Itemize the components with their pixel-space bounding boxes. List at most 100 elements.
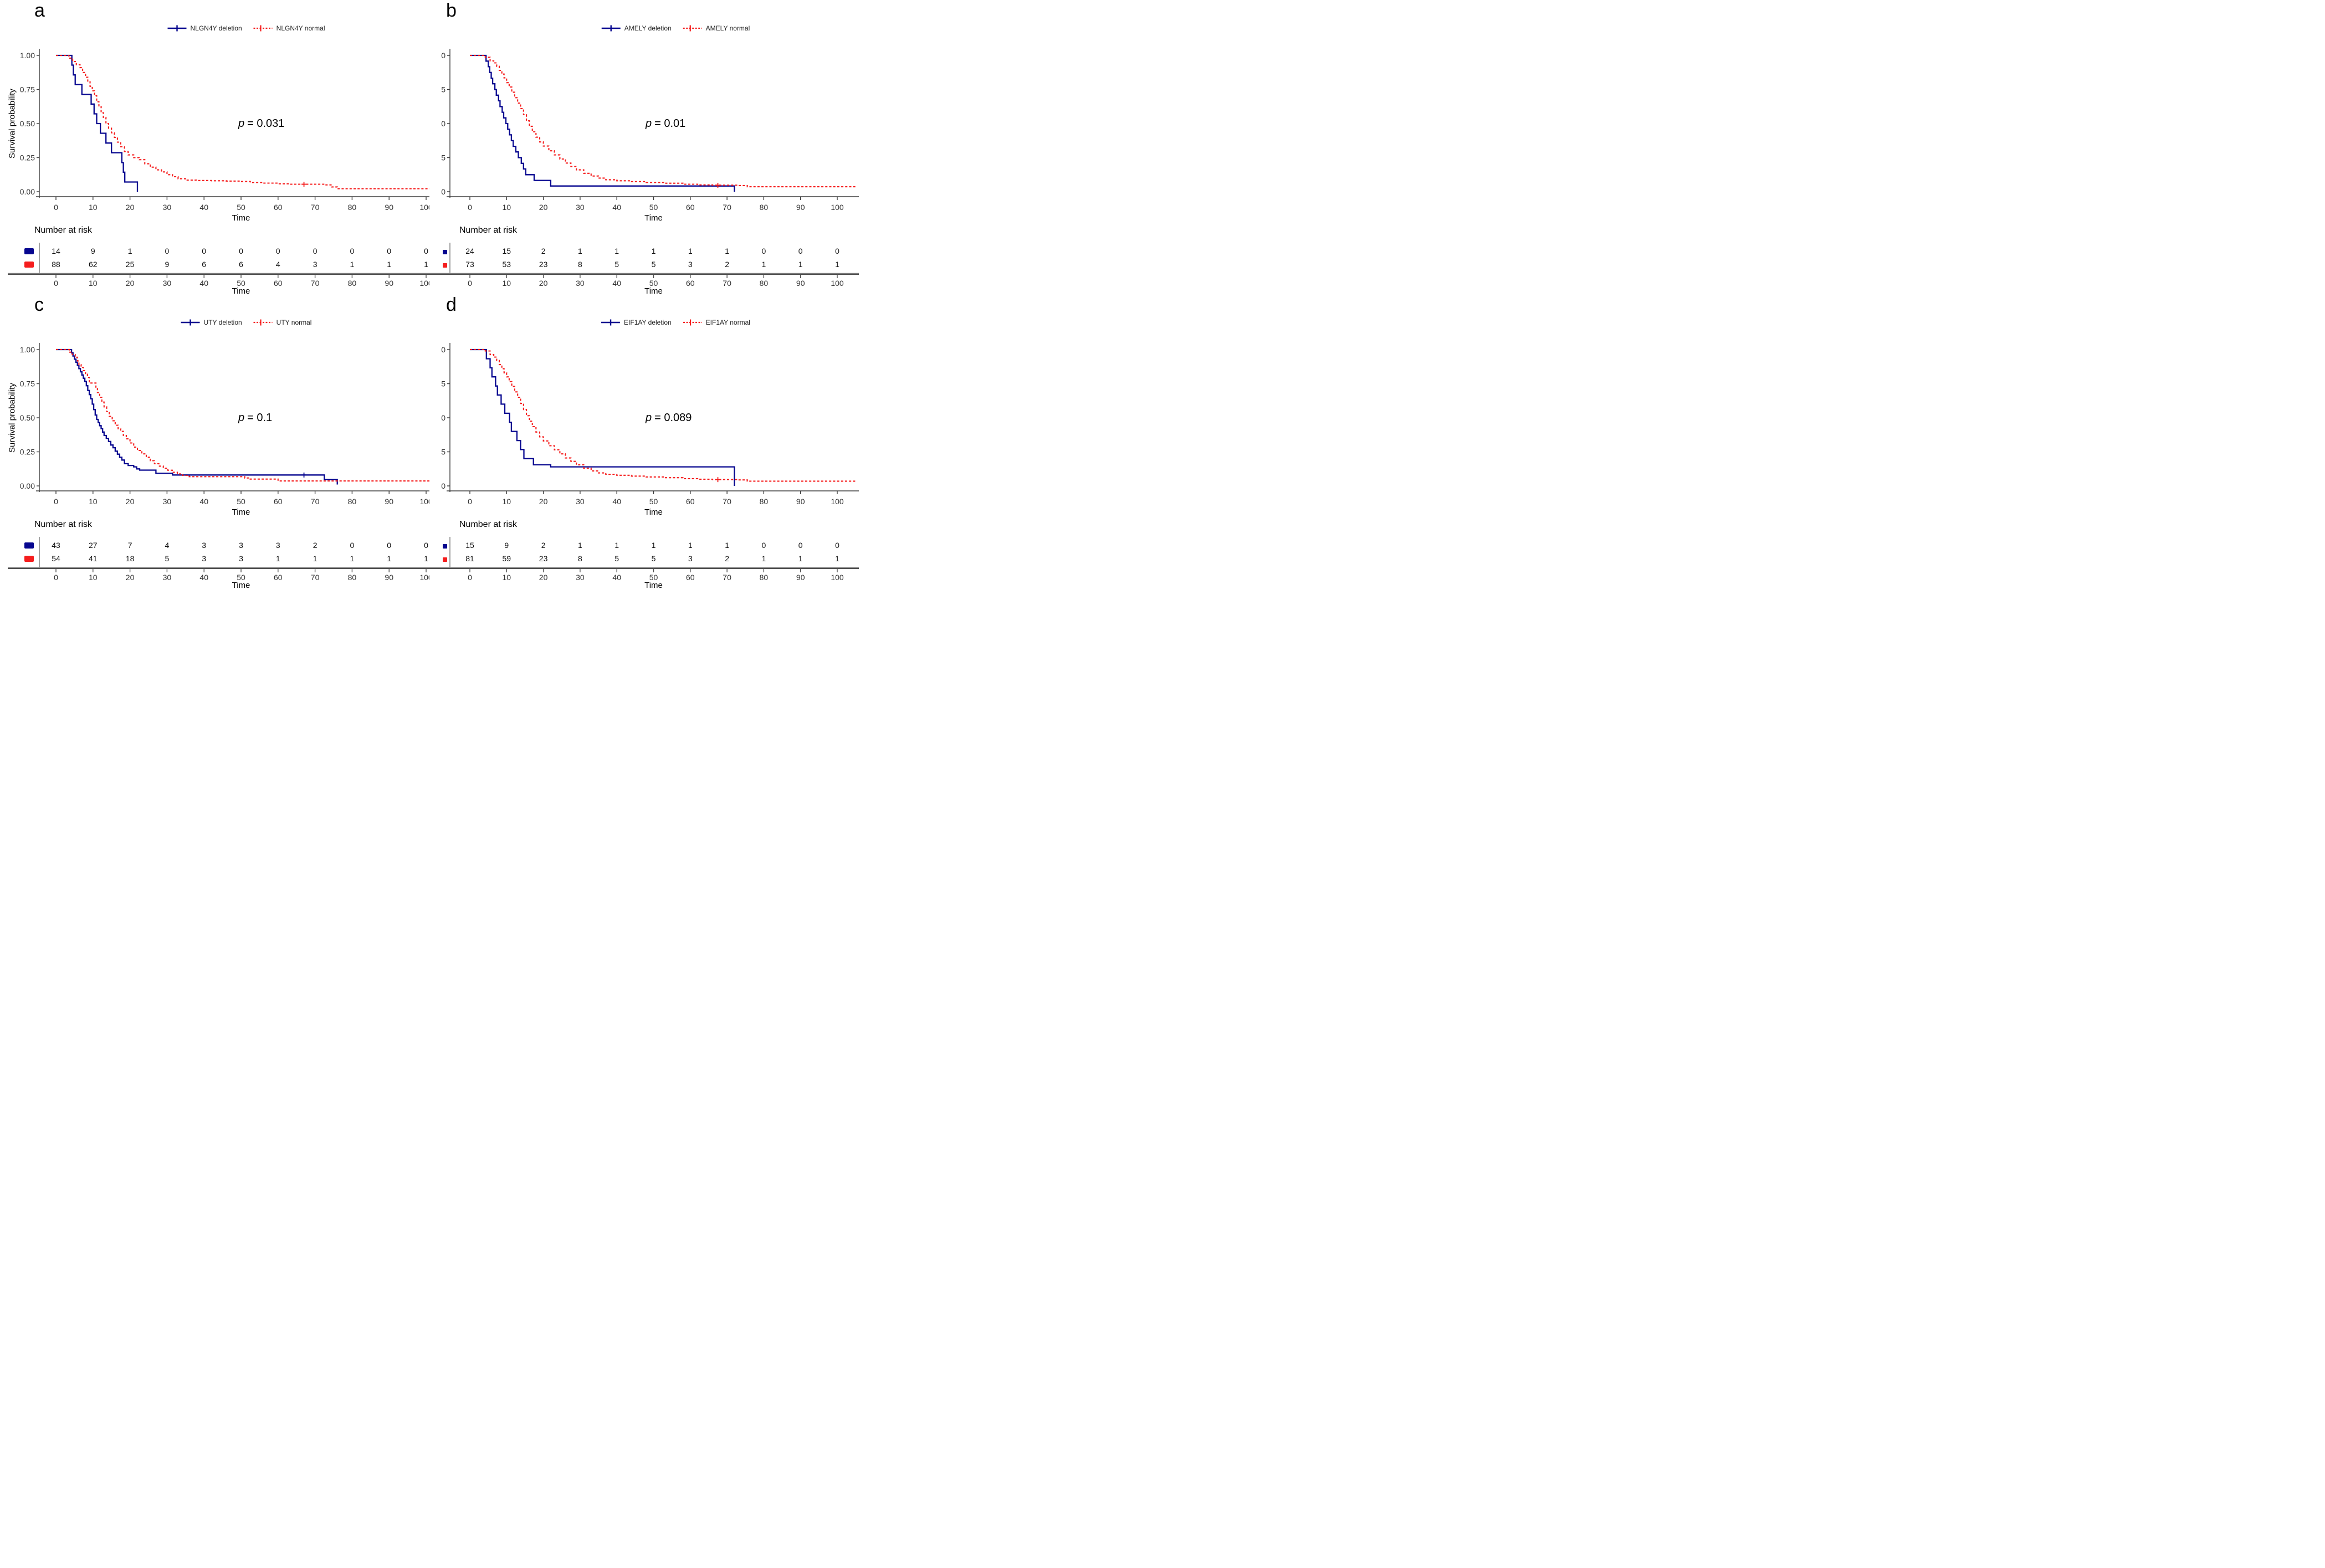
risk-count: 8 bbox=[578, 554, 582, 563]
risk-count: 1 bbox=[652, 541, 656, 550]
risk-x-tick-label: 50 bbox=[237, 573, 245, 582]
x-tick-label: 10 bbox=[89, 497, 98, 506]
p-value: p = 0.1 bbox=[238, 412, 272, 424]
panel-letter: d bbox=[446, 294, 457, 315]
risk-table: 15 9 2 1 1 1 1 1 0 0 081 59 23 8 5 5 3 2 1 1 10 10 20 30 40 50 60 7… bbox=[429, 537, 859, 588]
risk-count: 2 bbox=[541, 541, 546, 550]
risk-count: 1 bbox=[614, 247, 619, 255]
risk-row-swatch-normal bbox=[443, 557, 447, 562]
x-tick-label: 50 bbox=[649, 203, 658, 212]
deletion-line-plus-icon bbox=[601, 319, 621, 326]
risk-count: 5 bbox=[652, 260, 656, 269]
risk-count: 25 bbox=[126, 260, 135, 269]
risk-x-tick-label: 50 bbox=[649, 573, 658, 582]
legend-item-normal: EIF1AY normal bbox=[683, 319, 750, 326]
p-value: p = 0.031 bbox=[238, 117, 284, 130]
x-tick-label: 60 bbox=[686, 497, 695, 506]
risk-x-tick-label: 60 bbox=[274, 573, 283, 582]
legend: NLGN4Y deletion NLGN4Y normal bbox=[167, 24, 325, 32]
risk-count: 1 bbox=[614, 541, 619, 550]
risk-row-swatch-deletion bbox=[443, 544, 447, 549]
y-tick-label: 5 bbox=[441, 448, 445, 457]
risk-count: 0 bbox=[239, 247, 243, 255]
risk-row-swatch-deletion bbox=[24, 248, 34, 254]
deletion-line-plus-icon bbox=[181, 319, 200, 326]
risk-x-tick-label: 90 bbox=[385, 573, 393, 582]
p-value-text: = 0.089 bbox=[654, 412, 692, 424]
y-tick-label: 5 bbox=[441, 85, 445, 94]
legend-item-deletion: EIF1AY deletion bbox=[601, 319, 672, 326]
risk-count: 3 bbox=[688, 554, 693, 563]
risk-x-tick-label: 90 bbox=[385, 279, 393, 288]
x-tick-label: 40 bbox=[612, 497, 621, 506]
deletion-line-plus-icon bbox=[167, 25, 187, 32]
legend-label: NLGN4Y normal bbox=[276, 24, 325, 32]
risk-x-tick-label: 20 bbox=[126, 279, 135, 288]
risk-count: 1 bbox=[652, 247, 656, 255]
x-tick-label: 10 bbox=[89, 203, 98, 212]
risk-count: 5 bbox=[652, 554, 656, 563]
y-tick-label: 5 bbox=[441, 153, 445, 162]
normal-line-plus-icon bbox=[683, 319, 702, 326]
risk-x-axis-title: Time bbox=[644, 286, 663, 294]
risk-count: 3 bbox=[202, 554, 206, 563]
risk-count: 6 bbox=[239, 260, 243, 269]
x-tick-label: 90 bbox=[796, 497, 805, 506]
risk-count: 0 bbox=[835, 247, 839, 255]
x-axis-title: Time bbox=[232, 213, 250, 223]
normal-line-plus-icon bbox=[683, 25, 702, 32]
km-survival-figure: a NLGN4Y deletion NLGN4Y normal Survival… bbox=[0, 0, 859, 588]
risk-x-tick-label: 30 bbox=[576, 573, 585, 582]
survival-curve-normal bbox=[56, 349, 429, 482]
risk-row-swatch-deletion bbox=[443, 250, 447, 254]
panel-letter: b bbox=[446, 0, 457, 21]
x-tick-label: 80 bbox=[760, 497, 769, 506]
risk-count: 1 bbox=[350, 260, 355, 269]
risk-count: 1 bbox=[688, 247, 693, 255]
x-tick-label: 10 bbox=[503, 203, 511, 212]
risk-count: 1 bbox=[350, 554, 355, 563]
risk-count: 2 bbox=[725, 260, 729, 269]
x-tick-label: 30 bbox=[576, 203, 585, 212]
x-tick-label: 80 bbox=[348, 497, 357, 506]
risk-count: 3 bbox=[239, 541, 243, 550]
risk-count: 1 bbox=[725, 247, 729, 255]
risk-count: 0 bbox=[762, 247, 766, 255]
risk-count: 1 bbox=[578, 247, 582, 255]
risk-x-tick-label: 70 bbox=[311, 573, 320, 582]
risk-x-tick-label: 30 bbox=[163, 279, 172, 288]
risk-count: 0 bbox=[350, 541, 355, 550]
risk-count: 0 bbox=[276, 247, 280, 255]
risk-x-tick-label: 0 bbox=[54, 279, 58, 288]
risk-count: 0 bbox=[387, 247, 391, 255]
risk-count: 5 bbox=[165, 554, 170, 563]
risk-count: 0 bbox=[424, 247, 428, 255]
risk-table-title: Number at risk bbox=[459, 226, 518, 235]
survival-curve-deletion bbox=[470, 349, 735, 486]
y-tick-label: 0 bbox=[441, 51, 445, 60]
x-tick-label: 70 bbox=[311, 203, 320, 212]
p-value-text: = 0.1 bbox=[247, 412, 273, 424]
legend-label: NLGN4Y deletion bbox=[190, 24, 242, 32]
survival-curve-deletion bbox=[470, 54, 735, 192]
risk-baseline bbox=[429, 273, 859, 275]
x-tick-label: 30 bbox=[163, 203, 172, 212]
risk-x-tick-label: 10 bbox=[503, 279, 511, 288]
x-tick-label: 100 bbox=[831, 203, 844, 212]
y-tick-label: 0.75 bbox=[20, 85, 35, 94]
x-tick-label: 0 bbox=[54, 203, 58, 212]
risk-count: 43 bbox=[52, 541, 60, 550]
risk-row-swatch-deletion bbox=[24, 542, 34, 549]
risk-x-tick-label: 10 bbox=[503, 573, 511, 582]
risk-table-title: Number at risk bbox=[34, 226, 93, 235]
panel-c: c UTY deletion UTY normal Survival proba… bbox=[0, 294, 429, 588]
p-symbol: p bbox=[238, 412, 245, 424]
risk-baseline bbox=[429, 567, 859, 569]
risk-table: 43 27 7 4 3 3 3 2 0 0 054 41 18 5 3 3 1 1 1 1 10 10 20 30 40 50 60… bbox=[8, 537, 429, 588]
y-tick-label: 5 bbox=[441, 380, 445, 388]
y-tick-label: 0.00 bbox=[20, 187, 35, 196]
risk-count: 18 bbox=[126, 554, 135, 563]
risk-count: 9 bbox=[504, 541, 509, 550]
risk-row-swatch-normal bbox=[24, 262, 34, 268]
